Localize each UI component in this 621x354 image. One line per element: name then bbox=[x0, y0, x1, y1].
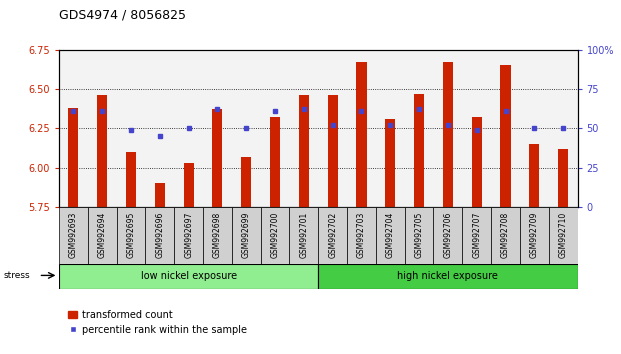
Bar bbox=[126, 152, 136, 207]
Text: GSM992706: GSM992706 bbox=[443, 212, 452, 258]
FancyBboxPatch shape bbox=[203, 207, 232, 264]
Text: GSM992696: GSM992696 bbox=[155, 212, 165, 258]
Text: GSM992698: GSM992698 bbox=[213, 212, 222, 258]
Bar bbox=[212, 109, 222, 207]
Bar bbox=[184, 163, 194, 207]
Bar bbox=[414, 94, 424, 207]
Bar bbox=[68, 108, 78, 207]
Bar bbox=[529, 144, 540, 207]
Bar bbox=[241, 157, 252, 207]
FancyBboxPatch shape bbox=[491, 207, 520, 264]
Legend: transformed count, percentile rank within the sample: transformed count, percentile rank withi… bbox=[64, 306, 252, 338]
Bar bbox=[97, 95, 107, 207]
FancyBboxPatch shape bbox=[232, 207, 261, 264]
Bar bbox=[318, 50, 347, 207]
Bar bbox=[520, 50, 549, 207]
Bar bbox=[88, 50, 117, 207]
Bar bbox=[270, 117, 280, 207]
FancyBboxPatch shape bbox=[462, 207, 491, 264]
Bar bbox=[433, 50, 462, 207]
FancyBboxPatch shape bbox=[347, 207, 376, 264]
FancyBboxPatch shape bbox=[433, 207, 462, 264]
Text: GSM992697: GSM992697 bbox=[184, 212, 193, 258]
Bar bbox=[117, 50, 145, 207]
Bar bbox=[59, 50, 88, 207]
Text: GSM992695: GSM992695 bbox=[127, 212, 135, 258]
Text: GSM992707: GSM992707 bbox=[472, 212, 481, 258]
Text: GSM992693: GSM992693 bbox=[69, 212, 78, 258]
Bar bbox=[203, 50, 232, 207]
FancyBboxPatch shape bbox=[145, 207, 175, 264]
Text: GSM992709: GSM992709 bbox=[530, 212, 539, 258]
FancyBboxPatch shape bbox=[318, 264, 578, 289]
Text: GSM992703: GSM992703 bbox=[357, 212, 366, 258]
Text: GDS4974 / 8056825: GDS4974 / 8056825 bbox=[59, 9, 186, 22]
Bar bbox=[385, 119, 396, 207]
Bar bbox=[472, 117, 482, 207]
Bar bbox=[328, 95, 338, 207]
Bar bbox=[232, 50, 261, 207]
FancyBboxPatch shape bbox=[289, 207, 318, 264]
Text: low nickel exposure: low nickel exposure bbox=[140, 271, 237, 281]
Bar bbox=[443, 62, 453, 207]
Bar bbox=[145, 50, 175, 207]
FancyBboxPatch shape bbox=[376, 207, 405, 264]
FancyBboxPatch shape bbox=[549, 207, 578, 264]
Text: GSM992702: GSM992702 bbox=[328, 212, 337, 258]
Bar bbox=[405, 50, 433, 207]
Bar bbox=[261, 50, 289, 207]
Bar bbox=[299, 95, 309, 207]
Bar bbox=[347, 50, 376, 207]
Bar bbox=[491, 50, 520, 207]
Bar bbox=[175, 50, 203, 207]
Bar bbox=[501, 65, 510, 207]
Text: GSM992710: GSM992710 bbox=[559, 212, 568, 258]
Bar bbox=[549, 50, 578, 207]
Text: stress: stress bbox=[3, 271, 30, 280]
Text: GSM992694: GSM992694 bbox=[97, 212, 107, 258]
Text: GSM992701: GSM992701 bbox=[299, 212, 309, 258]
Bar bbox=[356, 62, 366, 207]
Text: GSM992708: GSM992708 bbox=[501, 212, 510, 258]
FancyBboxPatch shape bbox=[175, 207, 203, 264]
Bar bbox=[155, 183, 165, 207]
Text: GSM992705: GSM992705 bbox=[415, 212, 424, 258]
Bar bbox=[289, 50, 318, 207]
Bar bbox=[462, 50, 491, 207]
FancyBboxPatch shape bbox=[405, 207, 433, 264]
FancyBboxPatch shape bbox=[261, 207, 289, 264]
FancyBboxPatch shape bbox=[520, 207, 549, 264]
FancyBboxPatch shape bbox=[117, 207, 145, 264]
Text: GSM992700: GSM992700 bbox=[271, 212, 279, 258]
Text: GSM992704: GSM992704 bbox=[386, 212, 395, 258]
FancyBboxPatch shape bbox=[318, 207, 347, 264]
FancyBboxPatch shape bbox=[59, 207, 88, 264]
Bar bbox=[376, 50, 405, 207]
FancyBboxPatch shape bbox=[59, 264, 318, 289]
Text: GSM992699: GSM992699 bbox=[242, 212, 251, 258]
FancyBboxPatch shape bbox=[88, 207, 117, 264]
Bar bbox=[558, 149, 568, 207]
Text: high nickel exposure: high nickel exposure bbox=[397, 271, 498, 281]
